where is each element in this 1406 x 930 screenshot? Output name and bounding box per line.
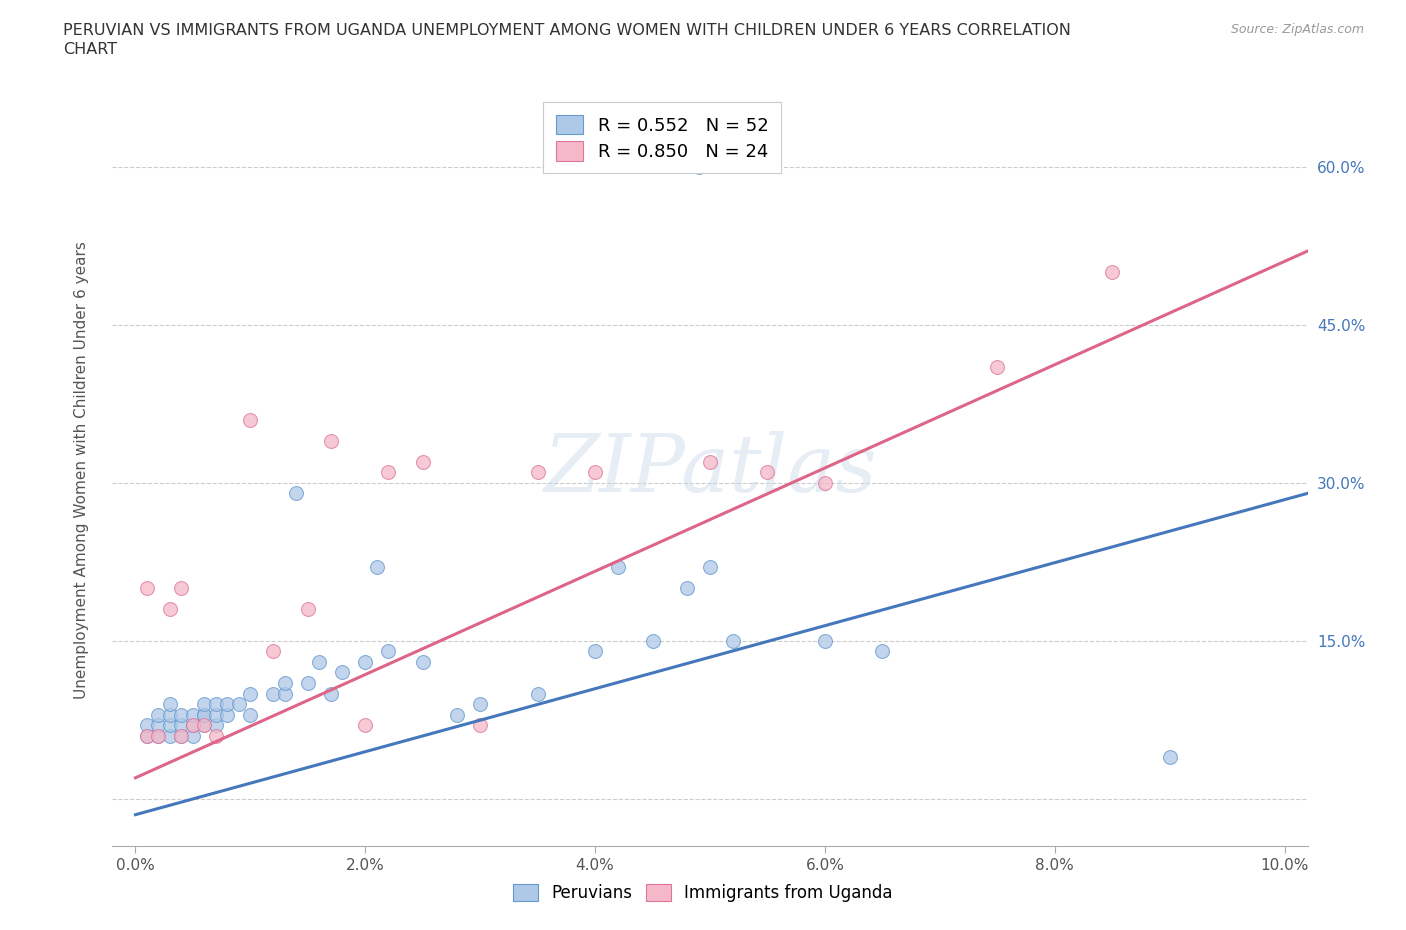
Point: [193, 707, 215, 722]
Point: [228, 697, 250, 711]
Point: [193, 718, 215, 733]
Point: [607, 560, 630, 575]
Point: [583, 644, 606, 658]
Point: [699, 455, 721, 470]
Point: [641, 633, 664, 648]
Point: [354, 655, 377, 670]
Point: [205, 718, 228, 733]
Point: [470, 718, 492, 733]
Point: [181, 728, 204, 743]
Point: [262, 686, 284, 701]
Text: Source: ZipAtlas.com: Source: ZipAtlas.com: [1230, 23, 1364, 36]
Point: [170, 718, 193, 733]
Point: [526, 686, 548, 701]
Point: [699, 560, 721, 575]
Point: [526, 465, 548, 480]
Point: [193, 707, 215, 722]
Point: [319, 686, 342, 701]
Point: [159, 697, 181, 711]
Point: [814, 633, 837, 648]
Point: [986, 360, 1008, 375]
Point: [285, 485, 308, 500]
Point: [446, 707, 468, 722]
Point: [377, 465, 399, 480]
Point: [205, 697, 228, 711]
Point: [170, 707, 193, 722]
Point: [239, 686, 262, 701]
Point: [205, 728, 228, 743]
Legend: Peruvians, Immigrants from Uganda: Peruvians, Immigrants from Uganda: [503, 874, 903, 912]
Point: [136, 580, 159, 595]
Point: [688, 159, 710, 174]
Point: [872, 644, 894, 658]
Point: [181, 718, 204, 733]
Point: [412, 455, 434, 470]
Point: [136, 728, 159, 743]
Point: [136, 718, 159, 733]
Point: [170, 580, 193, 595]
Point: [319, 433, 342, 448]
Point: [1159, 750, 1181, 764]
Point: [297, 675, 319, 690]
Point: [814, 475, 837, 490]
Point: [1101, 265, 1123, 280]
Point: [148, 728, 170, 743]
Point: [217, 697, 239, 711]
Point: [756, 465, 779, 480]
Point: [159, 707, 181, 722]
Point: [217, 707, 239, 722]
Point: [297, 602, 319, 617]
Point: [412, 655, 434, 670]
Point: [330, 665, 353, 680]
Point: [148, 728, 170, 743]
Point: [366, 560, 388, 575]
Point: [274, 686, 297, 701]
Point: [583, 465, 606, 480]
Point: [239, 707, 262, 722]
Point: [193, 697, 215, 711]
Point: [239, 412, 262, 427]
Legend: R = 0.552   N = 52, R = 0.850   N = 24: R = 0.552 N = 52, R = 0.850 N = 24: [544, 102, 780, 173]
Y-axis label: Unemployment Among Women with Children Under 6 years: Unemployment Among Women with Children U…: [75, 241, 89, 698]
Text: ZIPatlas: ZIPatlas: [543, 431, 877, 509]
Point: [148, 707, 170, 722]
Point: [676, 580, 699, 595]
Text: PERUVIAN VS IMMIGRANTS FROM UGANDA UNEMPLOYMENT AMONG WOMEN WITH CHILDREN UNDER : PERUVIAN VS IMMIGRANTS FROM UGANDA UNEMP…: [63, 23, 1071, 38]
Point: [205, 707, 228, 722]
Point: [274, 675, 297, 690]
Point: [159, 602, 181, 617]
Point: [170, 728, 193, 743]
Point: [159, 718, 181, 733]
Point: [148, 718, 170, 733]
Point: [136, 728, 159, 743]
Point: [262, 644, 284, 658]
Point: [181, 718, 204, 733]
Point: [721, 633, 744, 648]
Point: [308, 655, 330, 670]
Point: [159, 728, 181, 743]
Point: [193, 718, 215, 733]
Point: [170, 728, 193, 743]
Text: CHART: CHART: [63, 42, 117, 57]
Point: [377, 644, 399, 658]
Point: [181, 707, 204, 722]
Point: [354, 718, 377, 733]
Point: [470, 697, 492, 711]
